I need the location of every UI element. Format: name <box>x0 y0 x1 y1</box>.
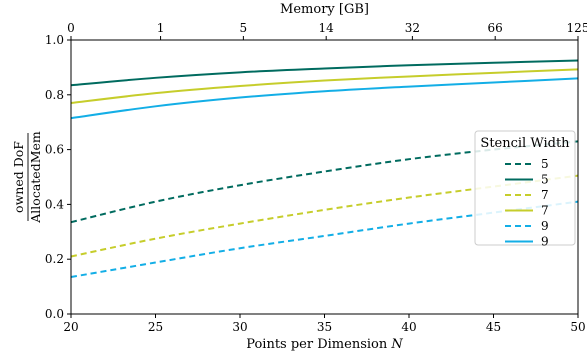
top-axis-label: Memory [GB] <box>280 2 369 17</box>
x-tick-label: 20 <box>63 320 78 334</box>
y-axis-label-numerator: owned DoF <box>11 141 26 213</box>
x-tick-label: 40 <box>401 320 416 334</box>
x-tick-label: 25 <box>148 320 163 334</box>
y-axis-label-denominator: AllocatedMem <box>28 131 43 224</box>
top-tick-label: 125 <box>567 21 587 35</box>
x-tick-label: 35 <box>317 320 332 334</box>
y-tick-label: 0.0 <box>45 307 64 321</box>
top-tick-label: 5 <box>240 21 248 35</box>
x-tick-label: 50 <box>570 320 585 334</box>
series-line-7-solid <box>70 68 579 105</box>
y-tick-label: 0.8 <box>45 88 64 102</box>
legend-label: 7 <box>541 188 549 202</box>
y-tick-label: 0.2 <box>45 252 64 266</box>
top-tick-label: 1 <box>157 21 165 35</box>
y-axis-label: owned DoF AllocatedMem <box>11 131 43 224</box>
y-tick-label: 1.0 <box>45 33 64 47</box>
legend-title: Stencil Width <box>480 136 570 151</box>
y-tick-label: 0.6 <box>45 143 64 157</box>
legend-label: 9 <box>541 219 549 233</box>
legend-label: 5 <box>541 157 549 171</box>
legend-box <box>474 130 576 246</box>
series-layer <box>70 59 579 278</box>
x-axis-label: Points per Dimension N <box>246 337 403 352</box>
top-tick-label: 32 <box>405 21 420 35</box>
x-tick-label: 45 <box>486 320 501 334</box>
series-line-5-solid <box>70 59 579 87</box>
top-tick-label: 66 <box>488 21 503 35</box>
ticks-layer: 20 25 30 35 40 45 50 0.0 0.2 0.4 0.6 0.8 1.00 1 5 14 32 6… <box>45 21 587 334</box>
top-tick-label: 14 <box>319 21 335 35</box>
series-line-9-dashed <box>70 200 579 278</box>
x-axis-label-var: N <box>390 337 403 352</box>
x-tick-label: 30 <box>232 320 247 334</box>
series-line-9-solid <box>70 77 579 120</box>
legend-label: 7 <box>541 204 549 218</box>
legend-label: 5 <box>541 173 549 187</box>
top-tick-label: 0 <box>67 21 75 35</box>
y-tick-label: 0.4 <box>45 197 64 211</box>
x-axis-label-main: Points per Dimension <box>246 337 388 352</box>
legend-label: 9 <box>541 235 549 249</box>
